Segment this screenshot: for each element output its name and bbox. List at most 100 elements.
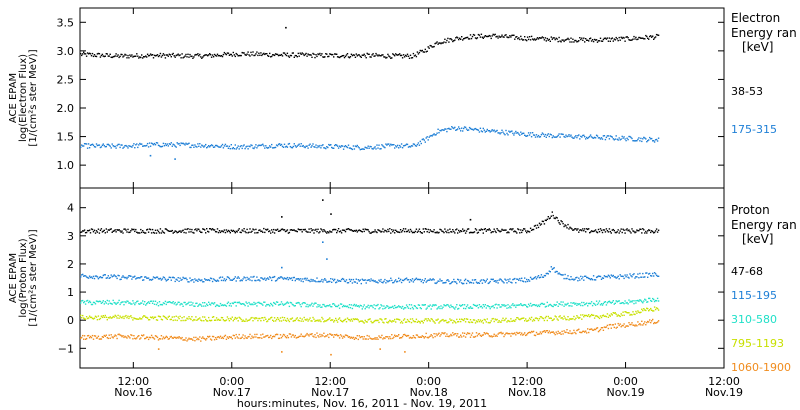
proton-point <box>146 336 148 338</box>
proton-point <box>111 303 113 305</box>
proton-point <box>357 305 359 307</box>
proton-ytick-label: 4 <box>67 202 74 215</box>
proton-point <box>142 300 144 302</box>
proton-point <box>404 334 407 337</box>
proton-point <box>606 313 609 315</box>
proton-point <box>508 332 510 335</box>
electron-point <box>224 143 227 146</box>
proton-point <box>385 318 387 320</box>
proton-point <box>300 280 302 282</box>
electron-point <box>303 146 305 148</box>
proton-point <box>162 336 165 338</box>
proton-point <box>439 278 441 280</box>
proton-point <box>649 297 651 300</box>
proton-point <box>205 318 207 321</box>
proton-point <box>184 277 186 280</box>
proton-point <box>584 228 586 230</box>
proton-point <box>280 301 283 303</box>
proton-point <box>441 280 443 282</box>
electron-point <box>206 54 208 56</box>
electron-point <box>86 52 89 54</box>
proton-point <box>444 319 446 322</box>
electron-point <box>497 132 499 134</box>
proton-point <box>588 277 590 280</box>
proton-legend-title: Proton <box>731 203 770 217</box>
proton-point <box>649 309 651 311</box>
proton-point <box>536 305 539 308</box>
proton-point <box>196 302 198 304</box>
proton-point <box>467 228 470 230</box>
proton-point <box>650 275 652 277</box>
proton-point <box>108 334 110 336</box>
proton-point <box>301 318 303 320</box>
proton-point <box>655 228 658 230</box>
proton-point <box>224 231 227 234</box>
electron-point <box>249 145 251 148</box>
electron-point <box>313 53 315 55</box>
electron-point <box>191 144 193 146</box>
proton-point <box>227 337 230 339</box>
electron-point <box>338 56 341 59</box>
proton-point <box>98 276 101 279</box>
proton-point <box>476 282 479 284</box>
electron-point <box>559 40 561 42</box>
proton-point <box>359 304 361 307</box>
x-axis-title: hours:minutes, Nov. 16, 2011 - Nov. 19, … <box>237 397 487 410</box>
electron-point <box>506 132 508 135</box>
proton-point <box>474 335 477 338</box>
electron-point <box>331 146 333 149</box>
proton-point <box>540 223 543 225</box>
proton-point <box>510 335 512 337</box>
proton-point <box>612 300 614 302</box>
electron-point <box>172 143 174 145</box>
proton-point <box>588 302 590 305</box>
proton-point <box>408 304 411 306</box>
proton-point <box>186 317 188 319</box>
electron-point <box>123 55 125 57</box>
proton-point <box>263 336 265 338</box>
electron-ytick-label: 3.0 <box>57 45 75 58</box>
proton-point <box>261 277 263 279</box>
proton-point <box>291 317 294 319</box>
proton-point <box>551 319 553 322</box>
proton-point <box>113 335 115 338</box>
electron-point <box>416 143 419 146</box>
proton-point <box>480 279 483 281</box>
proton-point <box>357 279 359 281</box>
proton-point <box>155 319 158 321</box>
proton-point <box>467 307 470 309</box>
proton-point <box>385 306 387 309</box>
proton-point <box>331 281 333 283</box>
proton-point <box>362 338 364 340</box>
electron-point <box>450 38 452 40</box>
proton-point <box>152 317 155 320</box>
electron-point <box>327 55 329 58</box>
proton-point <box>111 317 113 319</box>
proton-point <box>536 333 539 335</box>
proton-point <box>614 302 616 304</box>
proton-point <box>370 232 372 234</box>
electron-point <box>163 145 166 147</box>
proton-point <box>130 334 132 336</box>
electron-point <box>257 54 259 57</box>
proton-point <box>531 278 534 280</box>
electron-point <box>369 56 371 58</box>
proton-point <box>312 335 314 337</box>
electron-point <box>342 54 345 57</box>
proton-point <box>292 320 294 322</box>
electron-point <box>290 54 293 57</box>
electron-point <box>431 46 433 48</box>
proton-point <box>135 278 137 280</box>
proton-point <box>618 232 620 234</box>
proton-point <box>648 321 650 323</box>
proton-point <box>598 317 601 320</box>
proton-point <box>628 322 630 324</box>
electron-point <box>596 41 599 43</box>
proton-point <box>501 228 503 231</box>
electron-point <box>639 36 641 39</box>
proton-series-1060-1900 <box>80 318 660 356</box>
electron-point <box>98 53 101 55</box>
electron-point <box>532 134 535 136</box>
proton-legend-entry: 115-195 <box>731 289 777 302</box>
proton-point <box>300 320 302 322</box>
